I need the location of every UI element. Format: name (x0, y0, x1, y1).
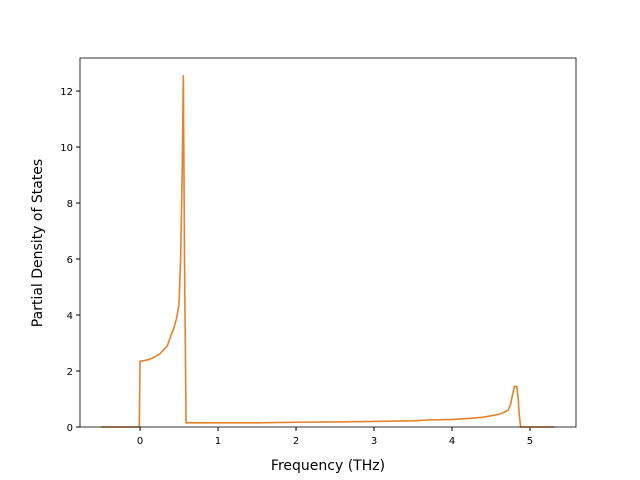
x-tick-label: 1 (215, 436, 221, 447)
x-tick-label: 0 (137, 436, 143, 447)
x-axis-label: Frequency (THz) (271, 458, 385, 474)
x-tick-label: 3 (371, 436, 377, 447)
y-axis-label: Partial Density of States (30, 159, 46, 327)
y-tick-label: 12 (60, 87, 73, 98)
data-line (101, 74, 555, 428)
x-tick-label: 2 (293, 436, 299, 447)
plot-frame (79, 57, 577, 428)
y-tick-label: 8 (67, 199, 73, 210)
y-tick-label: 10 (60, 143, 73, 154)
x-tick-label: 4 (449, 436, 455, 447)
x-tick-label: 5 (527, 436, 533, 447)
y-tick-label: 0 (67, 423, 73, 434)
y-tick-label: 4 (67, 311, 73, 322)
y-tick-label: 6 (67, 255, 73, 266)
y-tick-label: 2 (67, 367, 73, 378)
